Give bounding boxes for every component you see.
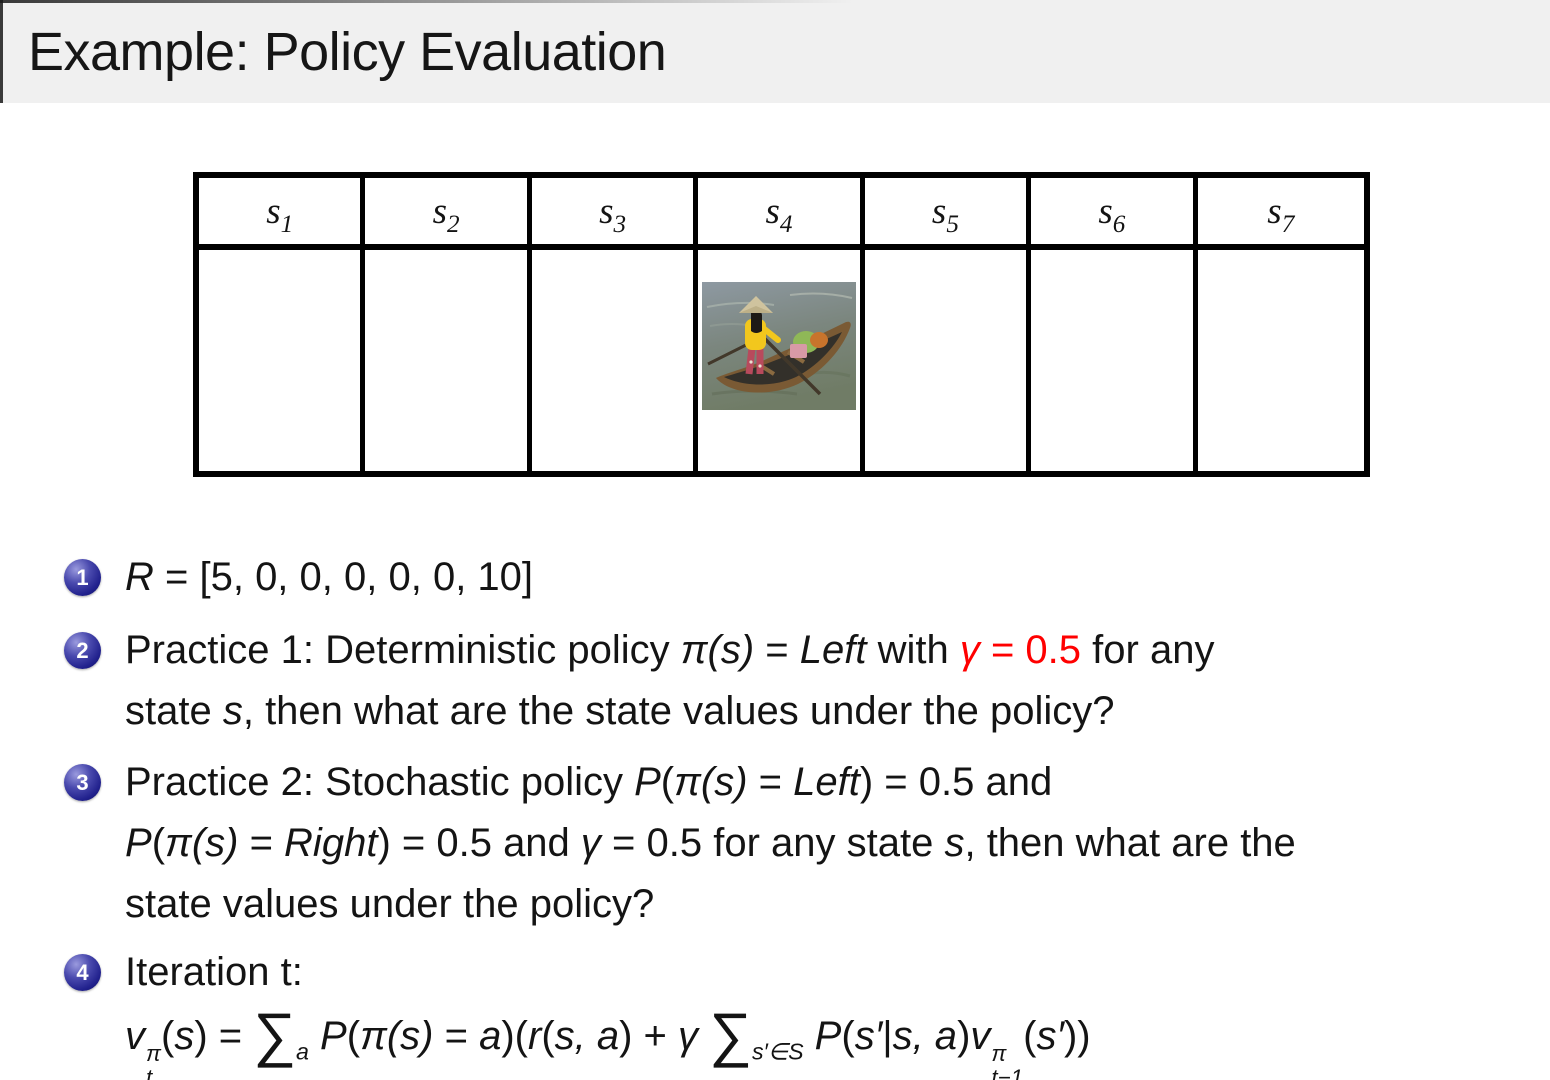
list-item-3: 3 Practice 2: Stochastic policy P(π(s) =…: [64, 752, 1538, 935]
state-cell-s1: [199, 250, 366, 471]
slide-title: Example: Policy Evaluation: [28, 21, 667, 82]
item-4-number-badge: 4: [64, 954, 101, 991]
state-cell-s5: [865, 250, 1032, 471]
state-cell-s6: [1031, 250, 1198, 471]
state-header-s6: s6: [1031, 178, 1198, 250]
item-3-text-line-3: state values under the policy?: [125, 882, 655, 926]
item-1-text: R = [5, 0, 0, 0, 0, 0, 10]: [125, 555, 534, 599]
item-2-number-badge: 2: [64, 632, 101, 669]
slide-title-bar: Example: Policy Evaluation: [0, 0, 1550, 103]
state-header-s5: s5: [864, 178, 1032, 250]
item-3-text-line-2: P(π(s) = Right) = 0.5 and γ = 0.5 for an…: [125, 821, 1296, 865]
state-cell-s2: [365, 250, 532, 471]
state-cell-s4: [698, 250, 865, 471]
item-4-text-line-1: Iteration t:: [125, 950, 303, 994]
item-1-number-badge: 1: [64, 559, 101, 596]
state-header-s3: s3: [531, 178, 699, 250]
state-table: s1 s2 s3 s4 s5 s6 s7: [193, 172, 1370, 477]
item-2-text-line-1: Practice 1: Deterministic policy π(s) = …: [125, 628, 1215, 672]
item-3-number-badge: 3: [64, 764, 101, 801]
item-2-text-line-2: state s, then what are the state values …: [125, 689, 1115, 733]
list-item-4: 4 Iteration t: v π t (s) = ∑a P(π(s) = a)(r…: [64, 942, 1538, 1080]
state-header-s2: s2: [365, 178, 532, 250]
state-header-s4: s4: [698, 178, 865, 250]
list-item-1: 1 R = [5, 0, 0, 0, 0, 0, 10]: [64, 547, 1538, 608]
list-item-2: 2 Practice 1: Deterministic policy π(s) …: [64, 620, 1538, 742]
state-cell-s7: [1198, 250, 1364, 471]
state-header-s7: s7: [1197, 178, 1364, 250]
boat-photo: [701, 282, 856, 410]
item-3-text-line-1: Practice 2: Stochastic policy P(π(s) = L…: [125, 760, 1053, 804]
state-header-s1: s1: [199, 178, 366, 250]
state-cell-s3: [532, 250, 699, 471]
value-iteration-formula: v π t (s) = ∑a P(π(s) = a)(r(s, a) + γ ∑s′∈…: [125, 1001, 1091, 1080]
